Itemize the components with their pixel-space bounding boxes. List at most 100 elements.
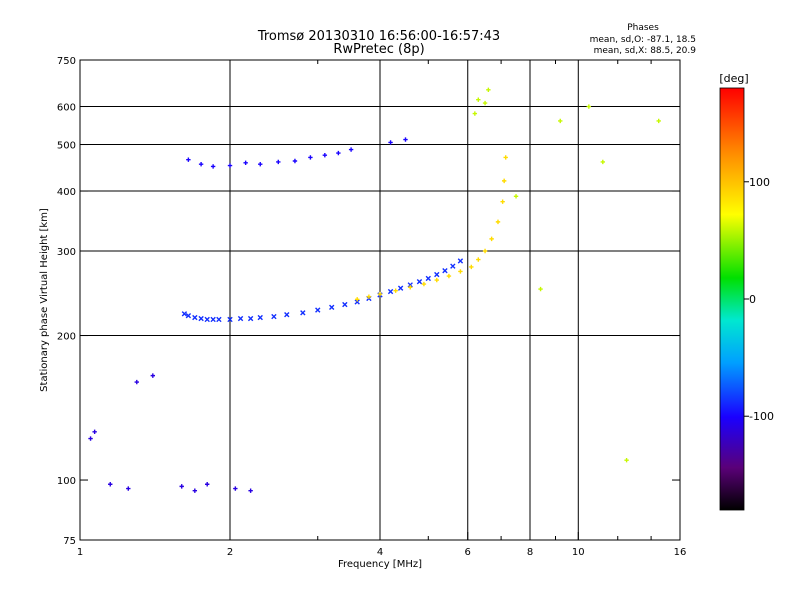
data-point <box>248 488 253 493</box>
data-point <box>446 273 452 279</box>
colorbar-ticks: 100 0 -100 <box>744 176 774 423</box>
data-point <box>247 315 254 322</box>
series-1 <box>355 155 508 302</box>
x-tick-label: 16 <box>674 547 687 558</box>
x-tick-label: 10 <box>572 547 585 558</box>
data-point <box>181 311 188 317</box>
chart-subtitle: RwPretec (8p) <box>333 42 424 57</box>
data-point <box>227 163 233 168</box>
data-point <box>126 486 131 491</box>
data-point <box>88 436 93 441</box>
data-point <box>482 248 488 254</box>
data-point <box>292 158 298 164</box>
data-point <box>495 219 501 225</box>
y-tick-label: 200 <box>57 332 76 343</box>
data-point <box>227 316 233 323</box>
data-point <box>186 157 191 162</box>
data-point <box>513 194 519 199</box>
data-point <box>407 282 413 288</box>
data-point <box>322 153 328 158</box>
phase-legend-line-o: mean, sd,O: -87.1, 18.5 <box>590 35 696 45</box>
x-tick-label: 6 <box>465 547 471 558</box>
data-point <box>204 316 210 323</box>
data-point <box>271 313 277 320</box>
x-tick-label: 2 <box>227 547 233 558</box>
data-point <box>469 264 474 270</box>
data-point <box>425 275 431 282</box>
series-4 <box>472 87 661 463</box>
chart-title: Tromsø 20130310 16:56:00-16:57:43 <box>257 29 500 44</box>
data-point <box>336 150 341 156</box>
data-point <box>387 288 394 295</box>
y-tick-label: 600 <box>57 103 76 114</box>
data-point <box>408 285 413 290</box>
data-point <box>500 199 505 204</box>
data-point <box>198 315 204 322</box>
series-0 <box>181 258 464 323</box>
data-point <box>476 257 481 262</box>
phase-legend-line-x: mean, sd,X: 88.5, 20.9 <box>594 46 697 56</box>
data-point <box>233 486 238 491</box>
y-axis-label: Stationary phase Virtual Height [km] <box>39 208 50 392</box>
data-point <box>185 312 192 319</box>
data-point <box>276 159 281 165</box>
y-tick-label: 300 <box>57 247 76 258</box>
x-tick-label: 1 <box>77 547 83 558</box>
data-point <box>243 160 248 166</box>
data-point <box>198 161 204 167</box>
data-point <box>192 488 198 493</box>
data-point <box>388 140 393 145</box>
data-point <box>450 263 456 269</box>
data-point <box>210 316 216 323</box>
data-point <box>257 314 263 321</box>
series-2 <box>186 137 408 169</box>
data-point <box>458 269 463 274</box>
data-point <box>501 178 507 184</box>
colorbar-label: [deg] <box>719 72 748 85</box>
x-axis-label: Frequency [MHz] <box>338 559 422 570</box>
data-point <box>489 236 494 242</box>
data-point <box>624 457 629 463</box>
data-point <box>416 278 423 285</box>
x-tick-label: 4 <box>377 547 383 558</box>
data-point <box>393 288 398 293</box>
data-point <box>476 97 481 102</box>
data-point <box>92 429 97 435</box>
data-point <box>366 294 372 299</box>
data-point <box>403 137 408 142</box>
data-point <box>503 155 508 160</box>
grid-lines <box>80 60 680 540</box>
data-point <box>558 118 563 124</box>
series-3 <box>88 373 253 493</box>
data-point <box>600 159 606 165</box>
data-point <box>538 286 543 292</box>
colorbar-tick-label: 0 <box>749 293 756 306</box>
data-point <box>457 258 464 264</box>
data-point <box>656 118 661 124</box>
data-point <box>210 164 216 169</box>
y-tick-label: 400 <box>57 187 76 198</box>
data-point <box>486 87 491 93</box>
data-point <box>192 314 198 321</box>
data-point <box>354 299 360 305</box>
data-point <box>329 304 335 311</box>
data-points <box>88 87 661 493</box>
data-point <box>442 267 448 274</box>
data-point <box>134 379 139 385</box>
data-point <box>348 147 354 152</box>
data-point <box>377 291 383 297</box>
y-tick-label: 100 <box>57 476 76 487</box>
data-point <box>586 104 592 109</box>
data-point <box>237 315 244 322</box>
data-point <box>472 111 478 116</box>
phase-legend-title: Phases <box>627 23 659 33</box>
data-point <box>434 271 440 278</box>
data-point <box>108 482 113 487</box>
colorbar <box>719 87 745 511</box>
data-point <box>300 310 306 316</box>
data-point <box>482 100 488 106</box>
data-point <box>150 373 156 378</box>
data-point <box>397 285 404 291</box>
colorbar-tick-label: 100 <box>749 176 770 189</box>
